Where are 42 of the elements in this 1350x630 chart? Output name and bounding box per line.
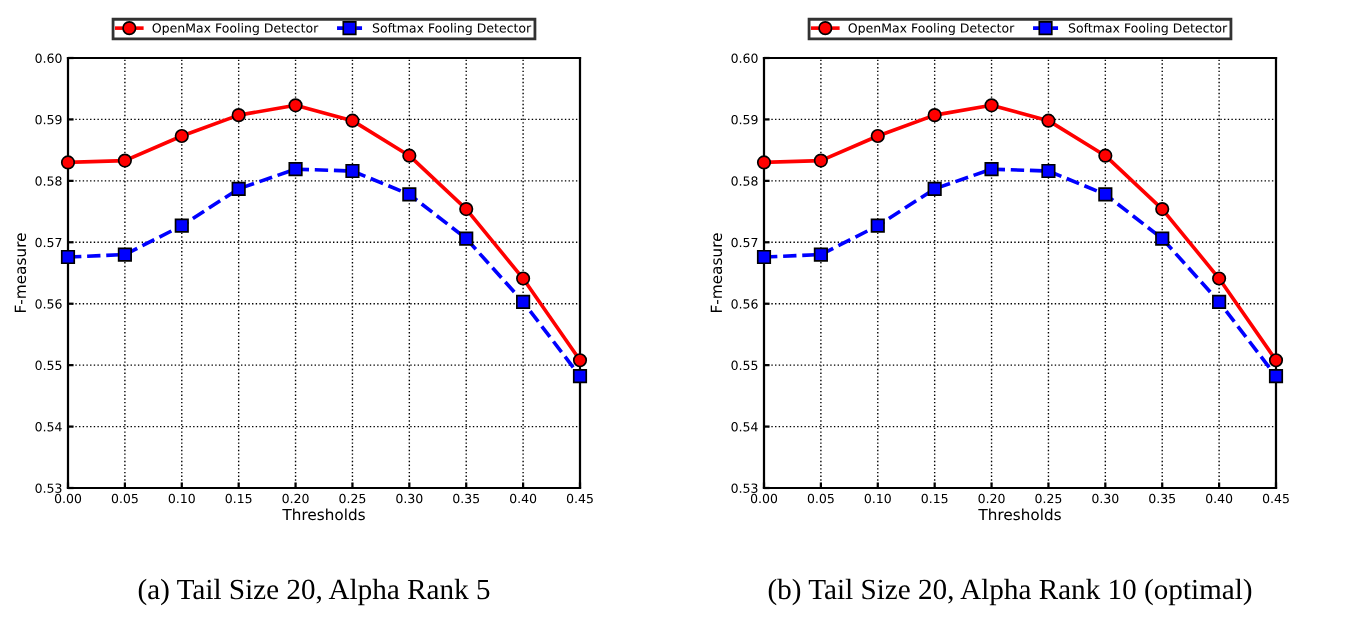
point (60, 249, 76, 265)
point (1155, 231, 1170, 246)
point (174, 218, 189, 233)
point (1268, 353, 1284, 368)
point (60, 155, 76, 170)
point (1098, 148, 1113, 163)
point (1155, 202, 1170, 217)
point (927, 181, 942, 196)
text: (a) Tail Size 20, Alpha Rank 5 (138, 578, 490, 606)
point (288, 98, 303, 113)
point (813, 247, 828, 262)
point (345, 113, 360, 128)
point (516, 271, 531, 286)
text: (b) Tail Size 20, Alpha Rank 10 (optimal) (768, 578, 1252, 606)
point (459, 231, 474, 246)
point (231, 108, 246, 123)
point (1041, 113, 1056, 128)
point (870, 218, 885, 233)
point (927, 108, 942, 123)
point (402, 187, 417, 202)
point (516, 294, 531, 309)
point (231, 181, 246, 196)
point (572, 353, 588, 368)
point (117, 153, 132, 168)
point (174, 128, 189, 144)
point (984, 98, 999, 113)
point (1041, 163, 1056, 179)
point (1268, 369, 1284, 384)
point (1212, 271, 1227, 286)
point (984, 162, 999, 177)
point (1098, 187, 1113, 202)
point (288, 162, 303, 177)
point (459, 202, 474, 217)
point (813, 153, 828, 168)
point (402, 148, 417, 163)
point (572, 369, 588, 384)
point (756, 155, 772, 170)
point (870, 128, 885, 144)
point (117, 247, 132, 262)
point (345, 163, 360, 179)
point (756, 249, 772, 265)
point (1212, 294, 1227, 309)
